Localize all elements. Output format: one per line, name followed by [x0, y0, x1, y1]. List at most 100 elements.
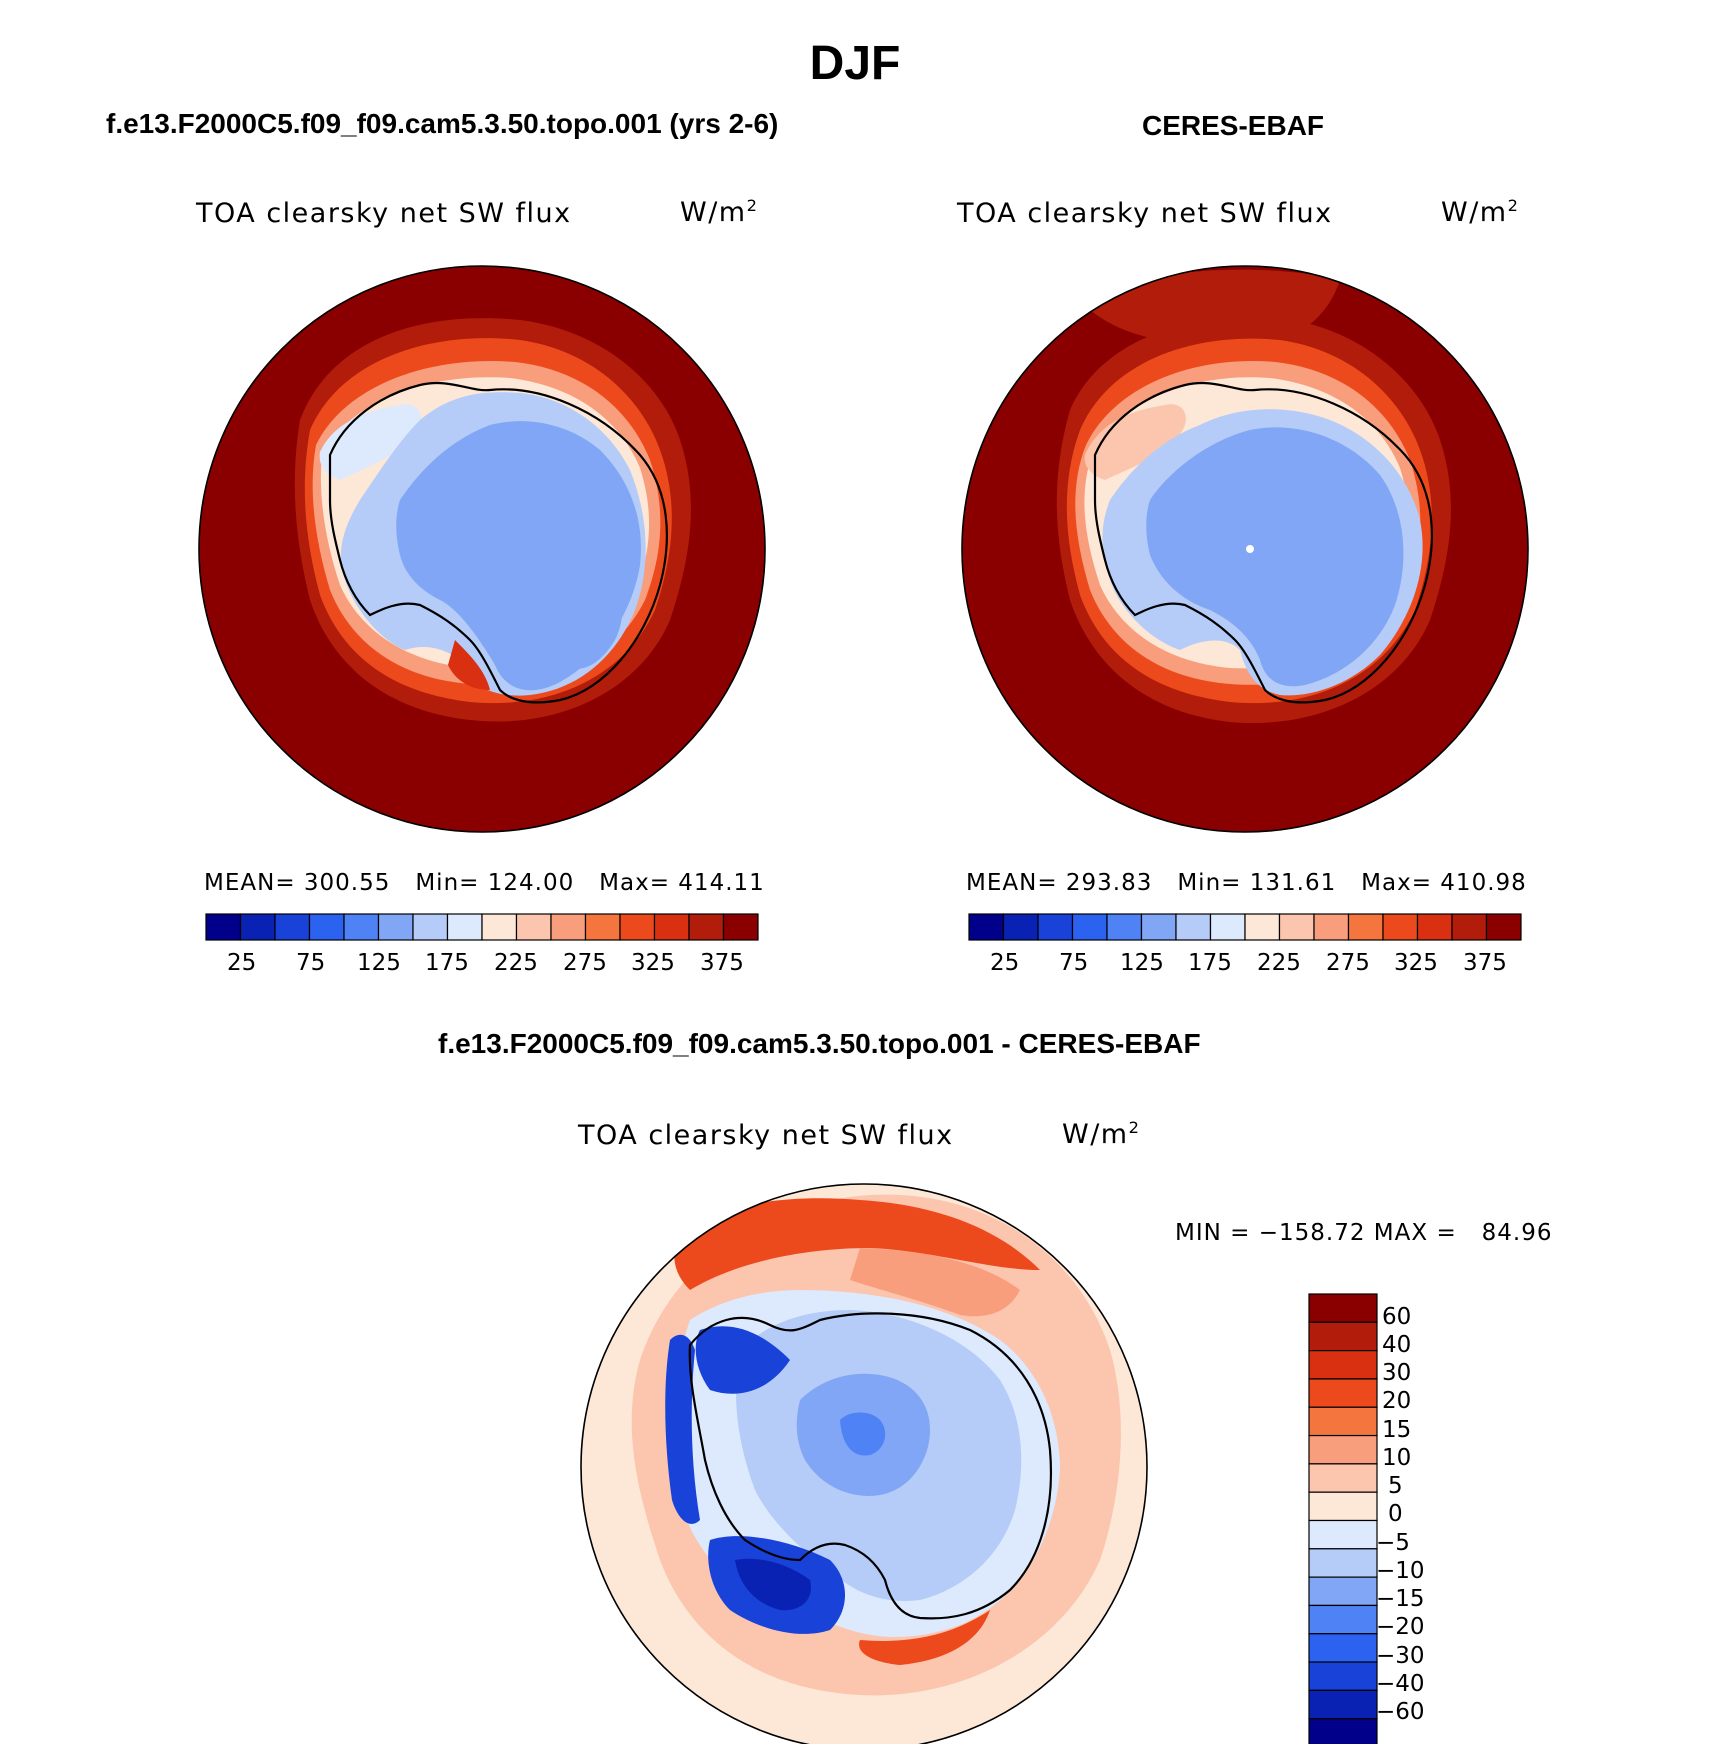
obs-stats: MEAN= 293.83 Min= 131.61 Max= 410.98 — [966, 870, 1527, 896]
obs-colorbar-box — [1451, 913, 1488, 941]
model-colorbar-label: 325 — [631, 950, 675, 976]
diff-max-label: MAX = — [1373, 1220, 1457, 1246]
obs-colorbar-box — [1140, 913, 1177, 941]
obs-min-label: Min= — [1177, 870, 1242, 896]
model-colorbar-box — [515, 913, 552, 941]
model-colorbar-box — [308, 913, 345, 941]
diff-max-value: 84.96 — [1481, 1220, 1553, 1246]
diff-colorbar-label: 15 — [1382, 1417, 1412, 1443]
obs-colorbar-box — [1209, 913, 1246, 941]
obs-max-label: Max= — [1361, 870, 1432, 896]
diff-colorbar-box — [1308, 1434, 1378, 1465]
diff-min-label: MIN = — [1175, 1220, 1251, 1246]
model-colorbar-label: 375 — [700, 950, 744, 976]
model-colorbar-box — [343, 913, 380, 941]
model-colorbar-box — [550, 913, 587, 941]
diff-colorbar-box — [1308, 1576, 1378, 1607]
diff-colorbar-label: 20 — [1382, 1388, 1412, 1414]
diff-colorbar-box — [1308, 1350, 1378, 1380]
obs-case-title: CERES-EBAF — [1142, 110, 1325, 141]
diff-colorbar-box — [1308, 1491, 1378, 1522]
obs-colorbar-label: 75 — [1059, 950, 1089, 976]
obs-colorbar — [968, 913, 1522, 941]
diff-colorbar-box — [1308, 1321, 1378, 1352]
diff-colorbar-label: −15 — [1376, 1586, 1425, 1612]
diff-colorbar-label: 40 — [1382, 1332, 1412, 1358]
obs-colorbar-box — [1485, 913, 1522, 941]
season-title: DJF — [809, 37, 901, 90]
diff-colorbar-box — [1308, 1519, 1378, 1550]
model-colorbar-label: 225 — [494, 950, 538, 976]
model-colorbar-label: 125 — [357, 950, 401, 976]
obs-min-value: 131.61 — [1249, 870, 1337, 896]
obs-colorbar-box — [1347, 913, 1384, 941]
model-colorbar-box — [722, 913, 759, 941]
diff-min-value: −158.72 — [1258, 1220, 1366, 1246]
obs-colorbar-box — [1244, 913, 1281, 941]
obs-colorbar-label: 375 — [1463, 950, 1507, 976]
model-polar-map — [198, 265, 766, 833]
model-mean-label: MEAN= — [204, 870, 296, 896]
diff-colorbar-label: −60 — [1376, 1699, 1425, 1725]
obs-polar-map — [961, 265, 1529, 833]
obs-colorbar-box — [968, 913, 1005, 941]
model-units-label: W/m2 — [680, 196, 759, 228]
model-colorbar-box — [446, 913, 483, 941]
model-colorbar-box — [653, 913, 690, 941]
obs-colorbar-box — [1382, 913, 1419, 941]
diff-colorbar-box — [1308, 1718, 1378, 1744]
obs-colorbar-label: 275 — [1326, 950, 1370, 976]
diff-colorbar-label: −30 — [1376, 1643, 1425, 1669]
diff-colorbar-box — [1308, 1378, 1378, 1408]
model-colorbar-box — [274, 913, 311, 941]
model-colorbar-box — [205, 913, 242, 941]
diff-stats: MIN = −158.72 MAX = 84.96 — [1175, 1220, 1553, 1246]
obs-colorbar-label: 25 — [990, 950, 1020, 976]
obs-colorbar-box — [1002, 913, 1039, 941]
model-colorbar-label: 75 — [296, 950, 326, 976]
model-colorbar — [205, 913, 759, 941]
obs-colorbar-box — [1175, 913, 1212, 941]
model-colorbar-label: 275 — [563, 950, 607, 976]
obs-colorbar-label: 175 — [1188, 950, 1232, 976]
obs-variable-label: TOA clearsky net SW flux — [957, 198, 1333, 229]
diff-colorbar-label: −10 — [1376, 1558, 1425, 1584]
obs-colorbar-box — [1037, 913, 1074, 941]
diff-colorbar-label: 30 — [1382, 1360, 1412, 1386]
model-variable-label: TOA clearsky net SW flux — [196, 198, 572, 229]
diff-colorbar-box — [1308, 1548, 1378, 1578]
diff-colorbar-box — [1308, 1604, 1378, 1635]
obs-colorbar-label: 125 — [1120, 950, 1164, 976]
diff-colorbar — [1308, 1293, 1378, 1744]
diff-colorbar-box — [1308, 1463, 1378, 1493]
model-mean-value: 300.55 — [303, 870, 391, 896]
obs-max-value: 410.98 — [1440, 870, 1527, 896]
diff-colorbar-box — [1308, 1661, 1378, 1691]
obs-colorbar-box — [1416, 913, 1453, 941]
model-colorbar-box — [412, 913, 449, 941]
model-colorbar-label: 175 — [425, 950, 469, 976]
diff-colorbar-label: 0 — [1388, 1501, 1403, 1527]
diff-case-title: f.e13.F2000C5.f09_f09.cam5.3.50.topo.001… — [438, 1028, 1201, 1059]
diff-polar-map — [580, 1183, 1148, 1744]
obs-units-label: W/m2 — [1441, 196, 1520, 228]
model-colorbar-box — [584, 913, 621, 941]
model-colorbar-box — [377, 913, 414, 941]
model-colorbar-label: 25 — [227, 950, 257, 976]
model-min-label: Min= — [415, 870, 480, 896]
diff-colorbar-label: 5 — [1388, 1473, 1403, 1499]
model-max-value: 414.11 — [678, 870, 765, 896]
model-min-value: 124.00 — [487, 870, 575, 896]
obs-colorbar-box — [1106, 913, 1143, 941]
model-max-label: Max= — [599, 870, 670, 896]
diff-variable-label: TOA clearsky net SW flux — [578, 1120, 954, 1151]
model-case-title: f.e13.F2000C5.f09_f09.cam5.3.50.topo.001… — [106, 108, 779, 139]
model-colorbar-box — [239, 913, 276, 941]
model-stats: MEAN= 300.55 Min= 124.00 Max= 414.11 — [204, 870, 765, 896]
diff-colorbar-label: −5 — [1376, 1530, 1410, 1556]
diff-units-label: W/m2 — [1062, 1118, 1141, 1150]
model-colorbar-box — [688, 913, 725, 941]
obs-mean-value: 293.83 — [1065, 870, 1153, 896]
